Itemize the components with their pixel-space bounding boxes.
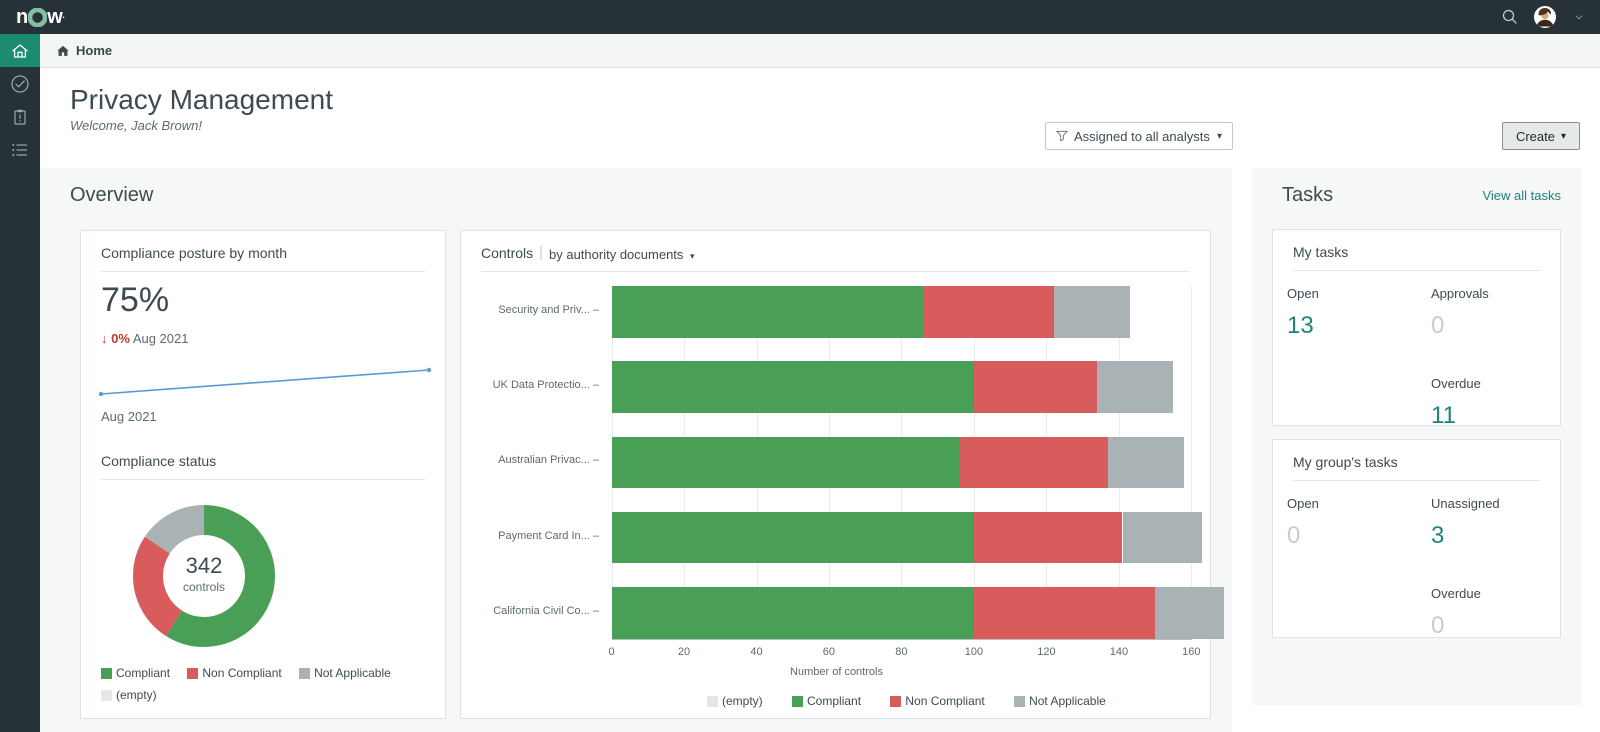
svg-text:342: 342 xyxy=(186,553,223,578)
svg-text:controls: controls xyxy=(183,580,225,594)
